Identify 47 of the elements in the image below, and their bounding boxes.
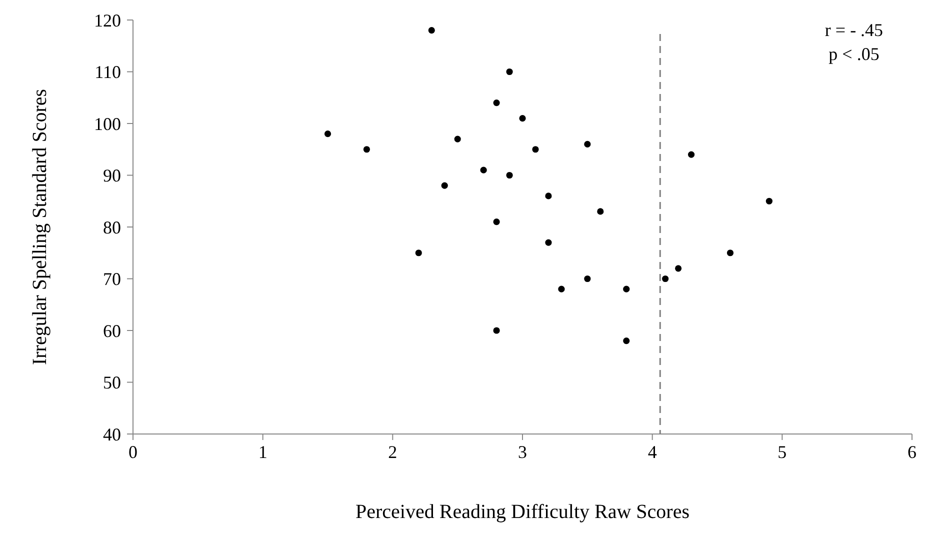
point [726,250,734,256]
point [545,192,552,200]
point [363,146,370,153]
point [493,100,500,106]
point [324,130,332,138]
y-tick-label: 60 [103,320,121,341]
point [480,166,487,174]
point [493,327,500,334]
point [532,146,539,153]
point [584,140,591,148]
y-tick-label: 80 [103,217,121,238]
y-axis-title: Irregular Spelling Standard Scores [29,88,51,366]
point [623,338,630,344]
x-tick-label: 2 [388,442,398,462]
y-tick-label: 110 [94,62,121,82]
point [584,275,591,282]
point [441,182,448,189]
point [688,151,695,158]
point [597,208,604,215]
point [428,27,435,34]
point [415,250,422,256]
point [454,136,461,142]
x-tick-label: 1 [258,442,268,462]
x-tick-label: 4 [648,442,657,462]
point [506,68,513,76]
point [493,218,500,226]
x-axis-title: Perceived Reading Difficulty Raw Scores [356,501,690,523]
point [766,198,772,204]
y-tick-label: 70 [103,269,121,290]
y-tick-label: 100 [94,114,121,134]
annotation: p < .05 [828,44,880,64]
annotation: r = - .45 [824,20,884,40]
x-tick-label: 0 [128,442,138,462]
point [545,239,552,246]
point [662,275,669,282]
x-tick-label: 6 [908,442,916,462]
point [675,265,682,272]
x-tick-label: 5 [778,442,787,462]
point [506,172,513,179]
x-tick-label: 3 [518,442,527,462]
y-tick-label: 40 [103,424,121,444]
y-tick-label: 90 [103,166,121,186]
y-tick-label: 120 [94,10,121,30]
point [558,286,565,292]
y-tick-label: 50 [103,372,121,393]
point [623,286,630,292]
point [519,115,526,122]
